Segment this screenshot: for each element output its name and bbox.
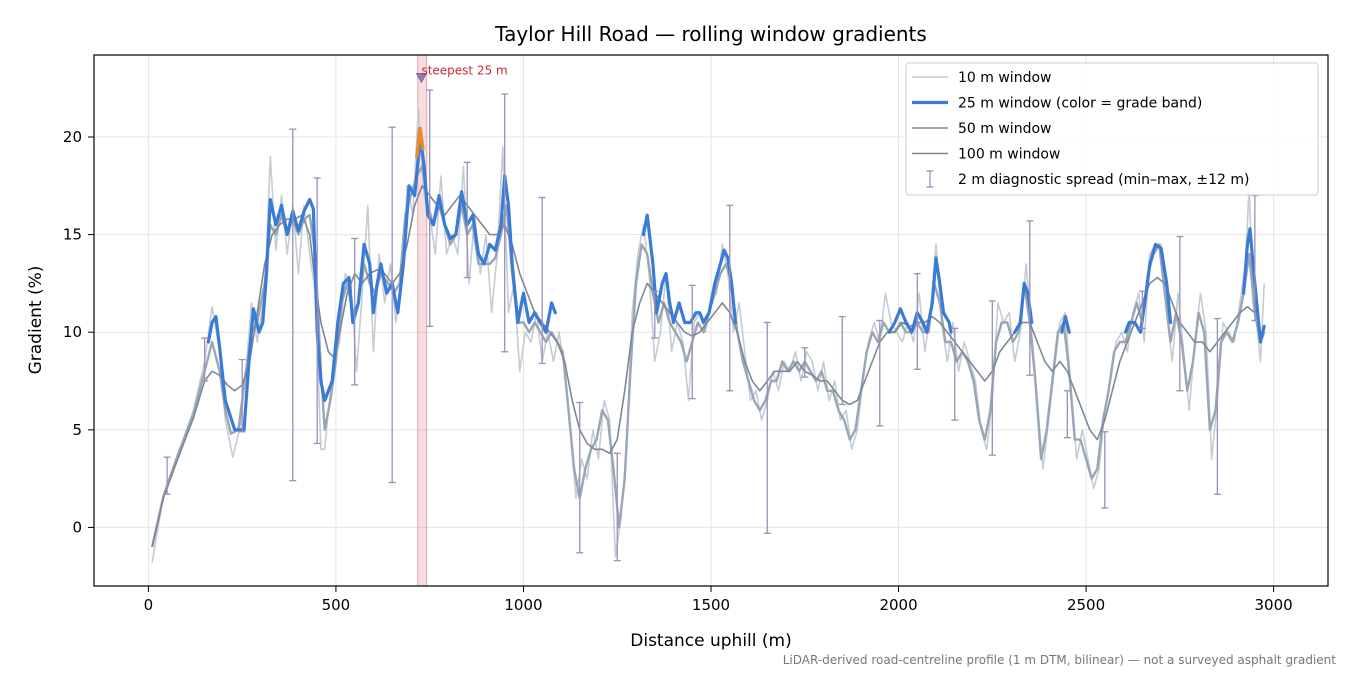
y-tick-label: 15 — [63, 226, 82, 244]
x-axis-label: Distance uphill (m) — [630, 631, 791, 651]
legend-box — [905, 62, 1319, 196]
plot-content — [150, 55, 1266, 586]
grade-band-highlight — [415, 126, 425, 159]
x-tick-label: 2000 — [879, 596, 917, 614]
x-tick-label: 3000 — [1255, 596, 1293, 614]
series-line-25m — [1123, 242, 1173, 334]
legend-label-1: 25 m window (color = grade band) — [958, 96, 1202, 112]
steepest-label: steepest 25 m — [421, 63, 507, 77]
legend-label-3: 100 m window — [958, 147, 1060, 163]
y-axis-label: Gradient (%) — [26, 266, 46, 375]
series-line-25m — [206, 135, 557, 432]
x-tick-label: 2500 — [1067, 596, 1105, 614]
series-line-25m — [1242, 227, 1266, 344]
footnote: LiDAR-derived road-centreline profile (1… — [783, 653, 1337, 667]
series-line-25m — [1060, 315, 1071, 334]
x-tick-label: 1500 — [692, 596, 730, 614]
series-line-0 — [151, 106, 1265, 563]
legend-label-0: 10 m window — [958, 70, 1051, 86]
y-tick-label: 20 — [63, 128, 82, 146]
y-tick-label: 10 — [63, 323, 82, 341]
x-tick-label: 0 — [144, 596, 154, 614]
plot-area: steepest 25 m 0 500 1000 1500 2000 2500 3000 0 5 1… — [63, 54, 1329, 614]
legend: 10 m window 25 m window (color = grade ba… — [905, 62, 1319, 196]
legend-label-4: 2 m diagnostic spread (min–max, ±12 m) — [958, 172, 1249, 188]
legend-label-2: 50 m window — [958, 121, 1051, 137]
series-line-25m — [641, 213, 737, 325]
chart-title: Taylor Hill Road — rolling window gradie… — [494, 22, 927, 46]
steepest-band — [417, 55, 428, 586]
steepest-marker — [415, 73, 428, 84]
series-line-25m — [887, 256, 953, 334]
y-tick-label: 0 — [72, 518, 82, 536]
y-tick-label: 5 — [72, 421, 82, 439]
x-tick-label: 1000 — [504, 596, 542, 614]
x-tick-label: 500 — [322, 596, 351, 614]
